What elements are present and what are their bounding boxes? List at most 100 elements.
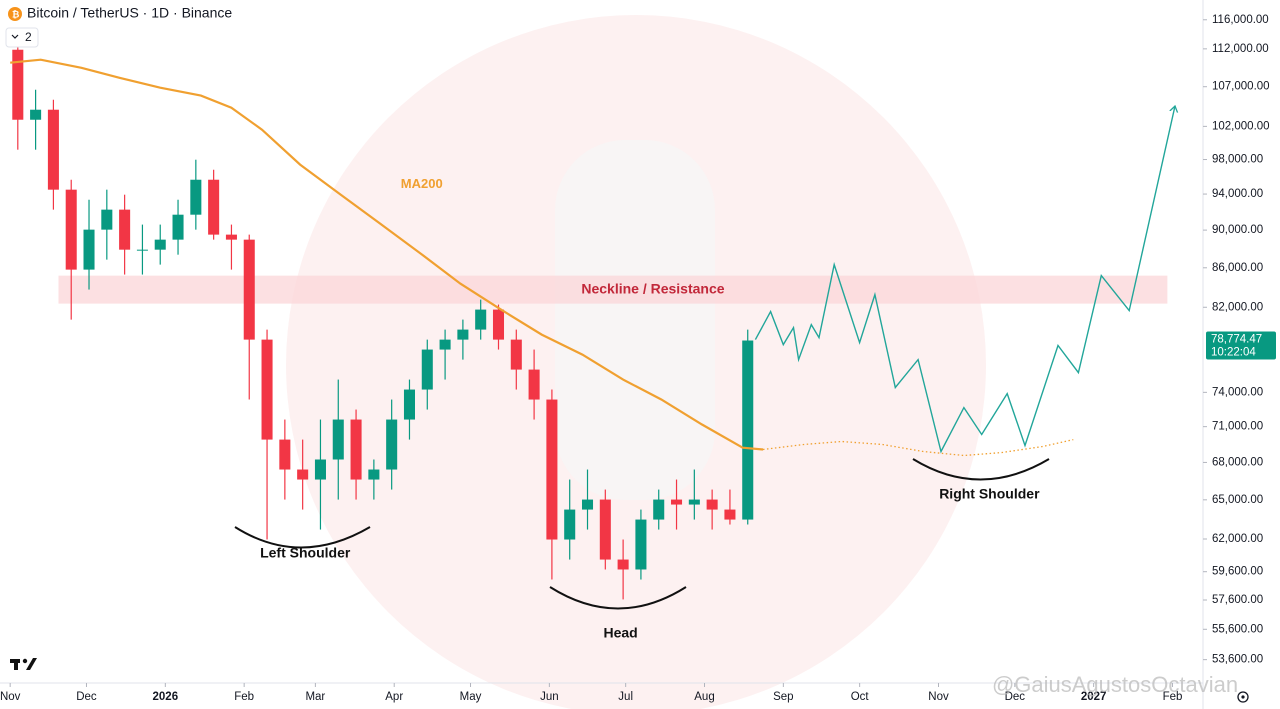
watermark: @GaiusAgustosOctavian [992,672,1238,697]
candle-body [599,499,611,560]
candle-body [492,309,505,340]
candle-body [706,499,718,510]
candle-body [617,559,629,570]
y-tick-label: 65,000.00 [1212,494,1263,506]
candle-body [12,49,24,120]
head-arc [549,586,687,610]
x-tick-label: Dec [76,691,97,703]
candle-body [724,509,736,520]
x-tick-label: Feb [234,691,254,703]
projection-line [754,106,1175,454]
candle-body [297,469,309,480]
y-tick-label: 57,600.00 [1212,594,1263,606]
candle-body [225,234,237,240]
chart-title: Bitcoin / TetherUS · 1D · Binance [27,5,232,21]
x-tick-label: Jun [540,691,559,703]
candle-body [742,340,754,520]
x-tick-label: Apr [385,691,403,703]
shoulder-arc [912,458,1050,481]
candle-body [368,469,380,480]
candle-body [261,339,273,440]
x-tick-label: Jul [618,691,633,703]
candle-body [635,519,647,570]
bitcoin-icon-glyph: ₿ [12,9,19,19]
x-tick-label: Nov [928,691,949,703]
x-tick-label: 2026 [153,691,179,703]
pattern-label: Right Shoulder [939,485,1040,501]
indicator-count: 2 [25,30,32,44]
candle-body [581,499,594,510]
neckline-zone [58,275,1168,304]
candle-body [457,329,469,340]
candle-body [332,419,344,460]
candle-body [510,339,522,370]
candle-body [688,499,700,505]
last-price-tag [1206,331,1276,360]
candle-body [314,459,326,480]
x-tick-label: May [460,691,482,703]
candle-body [653,499,665,520]
candle-body [30,109,42,120]
y-tick-label: 86,000.00 [1212,262,1263,274]
candle-body [154,239,166,250]
candle-body [172,214,184,240]
candle-body [65,189,77,270]
candle-body [47,109,59,190]
indicator-toggle[interactable]: 2 [5,27,39,48]
y-tick-label: 94,000.00 [1212,188,1263,200]
y-tick-label: 62,000.00 [1212,533,1263,545]
background-logo [555,140,715,500]
x-tick-label: Dec [1005,691,1026,703]
candle-body [279,439,291,470]
pattern-label: Head [603,624,637,640]
x-tick-label: Sep [773,691,793,703]
y-tick-label: 74,000.00 [1212,386,1263,398]
candle-body [101,209,113,230]
candle-body [136,249,148,251]
x-tick-label: Feb [1163,691,1183,703]
settings-icon[interactable] [1237,691,1249,703]
y-tick-label: 71,000.00 [1212,421,1263,433]
y-tick-label: 116,000.00 [1212,14,1269,26]
y-tick-label: 98,000.00 [1212,154,1263,166]
candle-body [439,339,451,350]
y-tick-label: 112,000.00 [1212,43,1269,55]
candle-body [83,229,95,270]
candle-body [350,419,362,480]
ma-line [762,438,1074,457]
y-tick-label: 53,600.00 [1212,654,1263,666]
bitcoin-icon [8,7,22,21]
x-tick-label: Oct [851,691,870,703]
x-tick-label: 2027 [1081,691,1107,703]
shoulder-arc [234,526,371,549]
y-tick-label: 59,600.00 [1212,566,1263,578]
candle-body [475,309,487,330]
candle-body [243,239,255,340]
x-tick-label: Aug [694,691,714,703]
candle-body [671,499,683,505]
y-tick-label: 107,000.00 [1212,81,1270,93]
candle-body [119,209,131,250]
x-tick-label: Nov [0,691,21,703]
countdown-label: 10:22:04 [1211,347,1256,359]
y-tick-label: 68,000.00 [1212,456,1263,468]
ma-line [10,58,764,451]
candle-body [564,509,576,540]
neckline-label: Neckline / Resistance [581,280,724,296]
candle-body [528,369,540,400]
y-tick-label: 82,000.00 [1212,301,1263,313]
candle-body [403,389,415,420]
y-tick-label: 90,000.00 [1212,224,1263,236]
y-tick-label: 55,600.00 [1212,623,1263,635]
tradingview-logo [10,658,37,670]
candle-body [546,399,558,540]
candle-body [190,179,202,215]
candle-body [421,349,433,390]
y-tick-label: 102,000.00 [1212,120,1270,132]
x-tick-label: Mar [305,691,325,703]
candle-body [386,419,398,470]
ma-label: MA200 [401,176,443,191]
candle-body [208,179,220,235]
last-price-label: 78,774.47 [1211,334,1262,346]
